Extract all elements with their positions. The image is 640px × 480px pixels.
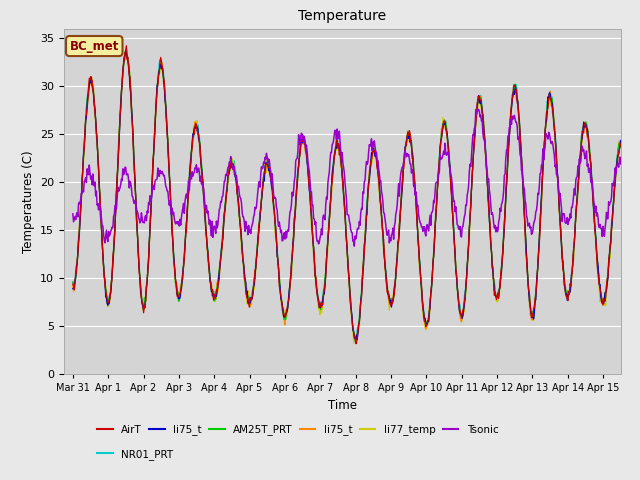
Text: BC_met: BC_met: [70, 39, 119, 52]
AM25T_PRT: [122, 46, 129, 52]
AM25T_PRT: [235, 204, 243, 209]
li77_temp: [350, 340, 358, 346]
AM25T_PRT: [435, 156, 443, 162]
AM25T_PRT: [69, 279, 77, 285]
Legend: NR01_PRT: NR01_PRT: [97, 449, 173, 460]
AirT: [435, 157, 443, 163]
li75_t_blue: [122, 48, 129, 54]
li75_t_blue: [283, 310, 291, 316]
AirT: [134, 241, 141, 247]
li77_temp: [283, 314, 291, 320]
li77_temp: [404, 131, 412, 136]
Line: Tsonic: Tsonic: [73, 109, 621, 246]
li75_t_org: [617, 140, 625, 145]
Line: li75_t_org: li75_t_org: [73, 53, 621, 344]
AirT: [404, 132, 412, 138]
Tsonic: [282, 228, 289, 234]
Tsonic: [234, 185, 242, 191]
li75_t_blue: [262, 160, 269, 166]
li75_t_blue: [617, 138, 625, 144]
Tsonic: [351, 243, 358, 249]
li75_t_org: [134, 237, 141, 243]
li75_t_blue: [69, 286, 77, 291]
AM25T_PRT: [404, 134, 412, 140]
li75_t_blue: [435, 160, 443, 166]
Line: li77_temp: li77_temp: [73, 50, 621, 343]
li75_t_org: [283, 308, 291, 313]
AM25T_PRT: [351, 337, 359, 343]
Tsonic: [404, 153, 412, 159]
Line: NR01_PRT: NR01_PRT: [73, 50, 621, 342]
NR01_PRT: [235, 204, 243, 210]
NR01_PRT: [283, 309, 291, 314]
li77_temp: [134, 238, 141, 243]
li75_t_org: [235, 200, 243, 206]
Line: li75_t_blue: li75_t_blue: [73, 51, 621, 340]
li75_t_blue: [134, 241, 141, 247]
li75_t_org: [123, 50, 131, 56]
AirT: [617, 141, 625, 146]
NR01_PRT: [262, 162, 269, 168]
li75_t_blue: [235, 200, 243, 205]
AirT: [235, 203, 243, 208]
Line: AirT: AirT: [73, 46, 621, 344]
AirT: [283, 308, 291, 314]
Tsonic: [133, 208, 141, 214]
NR01_PRT: [134, 241, 141, 247]
Tsonic: [435, 171, 442, 177]
NR01_PRT: [122, 48, 129, 53]
Y-axis label: Temperatures (C): Temperatures (C): [22, 150, 35, 253]
X-axis label: Time: Time: [328, 399, 357, 412]
Line: AM25T_PRT: AM25T_PRT: [73, 49, 621, 340]
AM25T_PRT: [283, 308, 291, 313]
Tsonic: [261, 155, 269, 160]
li75_t_org: [435, 157, 443, 163]
AM25T_PRT: [134, 239, 141, 245]
li77_temp: [262, 170, 269, 176]
NR01_PRT: [351, 339, 359, 345]
NR01_PRT: [435, 154, 443, 159]
li77_temp: [617, 143, 625, 148]
li77_temp: [435, 156, 443, 161]
AM25T_PRT: [617, 142, 625, 147]
li77_temp: [69, 282, 77, 288]
AirT: [352, 341, 360, 347]
li75_t_org: [353, 341, 360, 347]
NR01_PRT: [404, 130, 412, 135]
Tsonic: [475, 107, 483, 112]
li75_t_blue: [404, 136, 412, 142]
li75_t_blue: [353, 337, 361, 343]
Tsonic: [69, 211, 77, 217]
AM25T_PRT: [262, 159, 269, 165]
li75_t_org: [69, 282, 77, 288]
AirT: [262, 163, 269, 168]
li77_temp: [124, 48, 131, 53]
AirT: [123, 43, 131, 49]
li75_t_org: [404, 129, 412, 134]
li77_temp: [235, 203, 243, 208]
li75_t_org: [262, 168, 269, 174]
Title: Temperature: Temperature: [298, 10, 387, 24]
Tsonic: [617, 161, 625, 167]
NR01_PRT: [617, 138, 625, 144]
AirT: [69, 281, 77, 287]
NR01_PRT: [69, 279, 77, 285]
